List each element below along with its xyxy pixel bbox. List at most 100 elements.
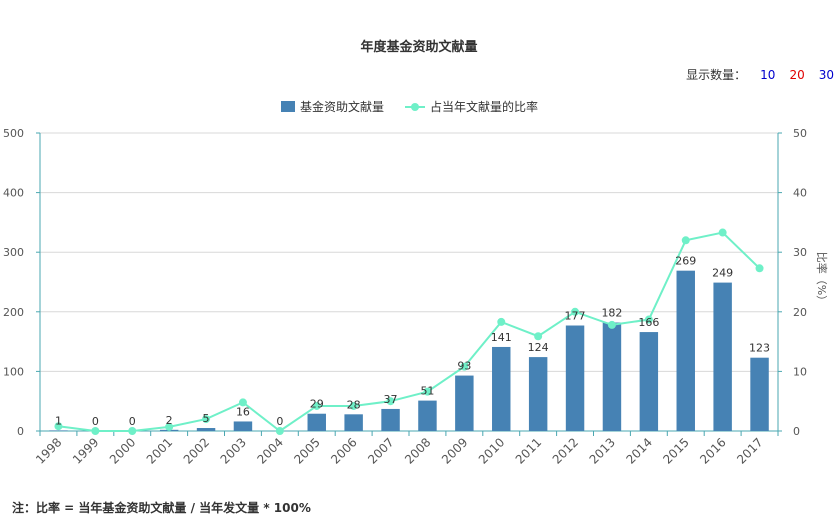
bar-data-label: 29 <box>310 398 324 411</box>
x-tick-label: 2015 <box>660 435 691 466</box>
bar-data-label: 123 <box>749 342 770 355</box>
x-tick-label: 2011 <box>513 435 544 466</box>
y-right-tick-label: 50 <box>793 127 807 140</box>
ratio-point[interactable] <box>718 228 727 237</box>
bar[interactable] <box>750 357 769 431</box>
y-left-tick-label: 400 <box>3 187 24 200</box>
bar[interactable] <box>713 282 732 431</box>
x-tick-label: 2013 <box>587 435 618 466</box>
ratio-point[interactable] <box>349 401 358 410</box>
bar-data-label: 0 <box>129 415 136 428</box>
x-tick-label: 2012 <box>550 435 581 466</box>
display-count-option-30[interactable]: 30 <box>818 68 834 82</box>
y-right-tick-label: 20 <box>793 306 807 319</box>
legend-bar-label[interactable]: 基金资助文献量 <box>300 99 384 114</box>
y-left-tick-label: 100 <box>3 365 24 378</box>
x-tick-label: 2001 <box>144 435 175 466</box>
x-tick-label: 2009 <box>439 435 470 466</box>
legend-line-label[interactable]: 占当年文献量的比率 <box>430 99 538 114</box>
x-tick-label: 2004 <box>254 435 285 466</box>
bar[interactable] <box>418 400 437 431</box>
x-tick-label: 2000 <box>107 435 138 466</box>
legend-bar-swatch <box>281 101 295 112</box>
ratio-point[interactable] <box>312 401 321 410</box>
bar-data-label: 124 <box>528 341 549 354</box>
ratio-point[interactable] <box>54 422 63 431</box>
bar[interactable] <box>381 408 400 431</box>
ratio-point[interactable] <box>91 427 100 435</box>
x-tick-label: 1998 <box>33 435 64 466</box>
display-count-option-10[interactable]: 10 <box>760 68 776 82</box>
bar-data-label: 177 <box>565 310 586 323</box>
x-tick-label: 2006 <box>328 435 359 466</box>
y-right-tick-label: 0 <box>793 425 800 438</box>
ratio-point[interactable] <box>644 315 653 324</box>
ratio-point[interactable] <box>755 264 764 273</box>
bar[interactable] <box>233 421 253 431</box>
bar-data-label: 5 <box>203 412 210 425</box>
bar[interactable] <box>639 332 659 431</box>
ratio-point[interactable] <box>423 387 432 396</box>
y-left-tick-label: 300 <box>3 246 24 259</box>
bar[interactable] <box>307 413 326 431</box>
x-tick-label: 2014 <box>623 435 654 466</box>
x-tick-label: 1999 <box>70 435 101 466</box>
ratio-line <box>58 231 761 433</box>
bar[interactable] <box>602 322 622 431</box>
ratio-point[interactable] <box>607 320 616 329</box>
bar[interactable] <box>528 357 548 431</box>
ratio-point[interactable] <box>202 415 211 424</box>
footnote: 注：比率 = 当年基金资助文献量 / 当年发文量 * 100% <box>12 501 311 515</box>
bar-data-label: 182 <box>601 307 622 320</box>
chart-title: 年度基金资助文献量 <box>360 40 478 55</box>
ratio-point[interactable] <box>497 317 506 326</box>
bar-data-label: 249 <box>712 267 733 280</box>
y-right-tick-label: 30 <box>793 246 807 259</box>
bar-data-label: 1 <box>55 414 62 427</box>
bar[interactable] <box>344 414 363 431</box>
x-tick-label: 2010 <box>476 435 507 466</box>
bar[interactable] <box>492 346 511 431</box>
ratio-point[interactable] <box>681 236 690 245</box>
y-left-tick-label: 200 <box>3 306 24 319</box>
x-tick-label: 2007 <box>365 435 396 466</box>
x-tick-label: 2017 <box>734 435 765 466</box>
bar-data-label: 28 <box>347 398 361 411</box>
bar-data-label: 37 <box>384 393 398 406</box>
ratio-point[interactable] <box>534 332 543 341</box>
bar-data-label: 141 <box>491 331 512 344</box>
ratio-point[interactable] <box>275 427 284 435</box>
bar-data-label: 93 <box>457 360 471 373</box>
bar[interactable] <box>676 270 695 431</box>
bar[interactable] <box>196 428 216 431</box>
ratio-point[interactable] <box>571 307 580 316</box>
x-tick-label: 2016 <box>697 435 728 466</box>
display-count-selector: 显示数量： 10 20 30 <box>686 66 834 83</box>
bar-data-label: 51 <box>420 385 434 398</box>
bar-data-label: 16 <box>236 405 250 418</box>
y-right-tick-label: 10 <box>793 365 807 378</box>
bar-data-label: 0 <box>276 415 283 428</box>
bar-data-label: 0 <box>92 415 99 428</box>
y-left-tick-label: 0 <box>17 425 24 438</box>
display-count-option-20[interactable]: 20 <box>789 68 805 82</box>
ratio-point[interactable] <box>128 427 137 435</box>
bar-data-label: 166 <box>638 316 659 329</box>
bar-data-label: 269 <box>675 255 696 268</box>
x-tick-label: 2002 <box>181 435 212 466</box>
bar[interactable] <box>49 430 68 431</box>
display-count-label: 显示数量： <box>686 68 747 82</box>
bar[interactable] <box>565 325 585 431</box>
ratio-point[interactable] <box>165 422 174 431</box>
y-right-tick-label: 40 <box>793 187 807 200</box>
ratio-point[interactable] <box>238 398 247 407</box>
x-tick-label: 2003 <box>218 435 249 466</box>
y-left-tick-label: 500 <box>3 127 24 140</box>
bar-data-label: 2 <box>166 414 173 427</box>
ratio-point[interactable] <box>460 362 469 371</box>
ratio-point[interactable] <box>386 397 395 406</box>
x-tick-label: 2005 <box>291 435 322 466</box>
bar[interactable] <box>455 375 474 431</box>
x-tick-label: 2008 <box>402 435 433 466</box>
